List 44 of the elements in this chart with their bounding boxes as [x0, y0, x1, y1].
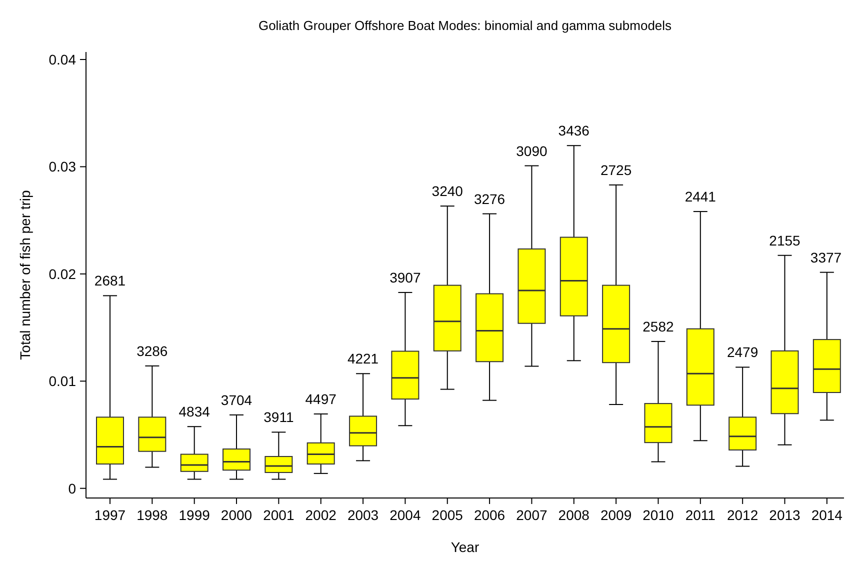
- y-tick-label: 0.02: [48, 266, 76, 282]
- annotation: 4834: [178, 404, 210, 420]
- x-tick-label: 2006: [474, 507, 506, 523]
- annotation: 4221: [347, 350, 379, 367]
- y-tick-label: 0.01: [48, 373, 76, 390]
- annotation: 2155: [769, 232, 801, 248]
- x-tick-label: 2010: [642, 507, 674, 523]
- x-tick-label: 2005: [432, 507, 464, 523]
- annotation: 3907: [390, 269, 421, 286]
- annotation: 2725: [600, 162, 632, 178]
- x-tick-label: 2009: [600, 507, 632, 523]
- annotation: 3240: [432, 183, 464, 200]
- x-axis-title: Year: [450, 539, 480, 555]
- x-tick-label: 2013: [769, 507, 801, 523]
- x-tick-label: 1998: [136, 507, 168, 523]
- x-tick-label: 1999: [178, 507, 210, 523]
- annotation: 3436: [558, 122, 590, 139]
- x-tick-label: 2000: [220, 507, 252, 523]
- y-tick-label: 0: [68, 480, 76, 496]
- annotation: 2582: [642, 318, 674, 334]
- x-tick-label: 2001: [263, 507, 294, 523]
- x-tick-label: 2012: [726, 507, 758, 523]
- x-tick-label: 2008: [558, 507, 590, 523]
- annotation: 2441: [684, 188, 716, 205]
- x-tick-label: 2003: [347, 507, 379, 523]
- annotation: 4497: [305, 390, 337, 407]
- annotation: 3286: [136, 342, 168, 359]
- annotation: 3276: [474, 190, 506, 207]
- x-tick-label: 2007: [516, 507, 548, 523]
- y-tick-label: 0.03: [48, 158, 76, 175]
- annotation: 3911: [264, 409, 294, 426]
- x-tick-label: 1997: [94, 507, 126, 523]
- annotation: 3377: [810, 249, 842, 266]
- annotation: 3704: [220, 392, 252, 408]
- annotation: 2681: [94, 272, 126, 289]
- y-tick-label: 0.04: [48, 51, 76, 68]
- annotation: 3090: [516, 142, 548, 159]
- annotation: 2479: [726, 344, 758, 360]
- x-tick-label: 2014: [811, 507, 843, 523]
- x-tick-label: 2002: [305, 507, 337, 523]
- chart-title: Goliath Grouper Offshore Boat Modes: binomial and gamma submodels: [258, 18, 672, 33]
- x-tick-label: 2004: [390, 507, 421, 523]
- y-axis-title: Total number of fish per trip: [17, 190, 33, 360]
- x-tick-label: 2011: [685, 507, 716, 523]
